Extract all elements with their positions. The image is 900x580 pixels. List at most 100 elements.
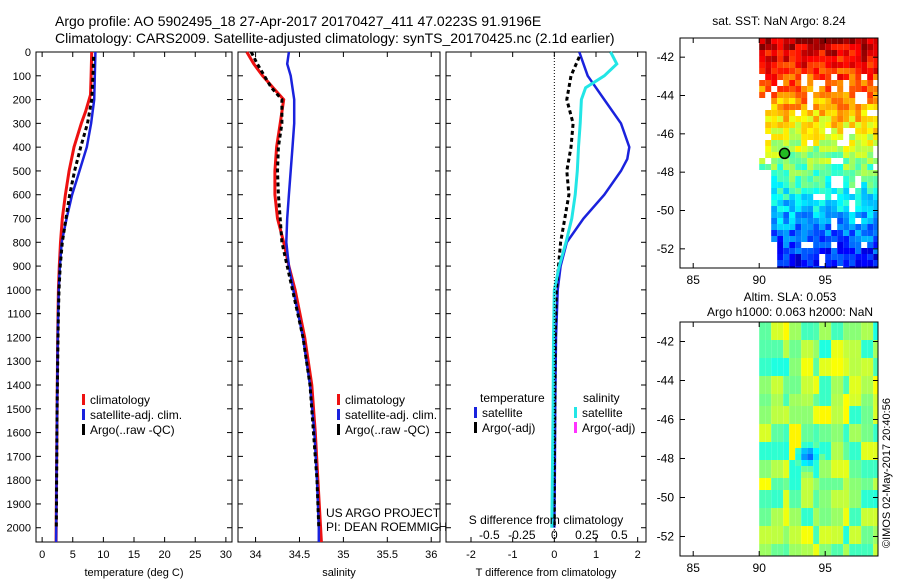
depth-tick-label: 1000: [7, 285, 31, 297]
series-line-argo-raw-qc-: [249, 51, 321, 528]
x-tick-label: -2: [466, 549, 476, 561]
x-tick-label: 36: [425, 549, 437, 561]
lon-tick-label: 90: [753, 273, 767, 287]
annotation-pi: PI: DEAN ROEMMICH: [326, 520, 447, 534]
header-line-1: Argo profile: AO 5902495_18 27-Apr-2017 …: [55, 13, 541, 29]
legend-label: satellite: [482, 406, 523, 420]
x-axis-label: temperature (deg C): [84, 567, 183, 579]
header-line-2: Climatology: CARS2009. Satellite-adjuste…: [55, 30, 615, 46]
map-field: [759, 322, 878, 556]
x-axis-label: T difference from climatology: [476, 567, 617, 579]
series-line-salinity-satellite: [550, 51, 619, 528]
sst-map-panel: -42 -44 -46 -48 -50 -52 85 90 95 sat. SST: NaN Ar…: [657, 14, 879, 287]
legend-label: Argo(..raw -QC): [90, 423, 175, 437]
depth-tick-label: 1900: [7, 499, 31, 511]
sla-title: Altim. SLA: 0.053: [744, 290, 837, 304]
x-tick-label: 20: [159, 549, 171, 561]
legend-label: Argo(-adj): [482, 421, 535, 435]
s-axis-label: S difference from climatology: [469, 513, 624, 527]
x-tick-label: 1: [593, 549, 599, 561]
series-line-argo-raw-qc-: [54, 56, 96, 528]
s-tick-label: 0.5: [611, 528, 628, 542]
depth-tick-label: 400: [13, 142, 31, 154]
depth-tick-label: 1200: [7, 332, 31, 344]
lat-tick-label: -48: [657, 165, 675, 179]
depth-tick-label: 1300: [7, 356, 31, 368]
lat-tick-label: -44: [657, 374, 675, 388]
difference-panel: -2 -1 0 1 2 T difference from climatology S di…: [445, 51, 647, 579]
depth-tick-label: 900: [13, 261, 31, 273]
depth-tick-label: 100: [13, 71, 31, 83]
x-tick-label: 5: [70, 549, 76, 561]
depth-tick-label: 300: [13, 118, 31, 130]
x-tick-label: 35: [337, 549, 349, 561]
depth-tick-label: 1600: [7, 428, 31, 440]
legend-swatch: [82, 409, 85, 420]
series-line-temperature-satellite: [553, 51, 631, 528]
x-tick-label: 30: [220, 549, 232, 561]
s-tick-label: -0.5: [479, 528, 500, 542]
legend-swatch: [574, 407, 577, 418]
depth-tick-label: 800: [13, 237, 31, 249]
x-tick-label: 34.5: [289, 549, 310, 561]
depth-tick-label: 700: [13, 214, 31, 226]
x-tick-label: 34: [249, 549, 261, 561]
legend-label: satellite-adj. clim.: [345, 408, 437, 422]
map-frame: [679, 321, 879, 557]
depth-tick-label: 1700: [7, 451, 31, 463]
lat-tick-label: -44: [657, 89, 675, 103]
plot-frame: [445, 51, 647, 543]
sst-title: sat. SST: NaN Argo: 8.24: [712, 14, 846, 28]
legend-swatch: [337, 394, 340, 405]
map-frame: [679, 37, 879, 269]
legend-swatch: [82, 424, 85, 435]
depth-tick-label: 200: [13, 95, 31, 107]
lon-tick-label: 95: [819, 561, 833, 575]
lat-tick-label: -52: [657, 242, 675, 256]
legend-label: climatology: [345, 393, 405, 407]
lat-tick-label: -42: [657, 50, 675, 64]
lat-tick-label: -50: [657, 491, 675, 505]
depth-tick-label: 500: [13, 166, 31, 178]
legend-label: satellite: [582, 406, 623, 420]
lat-tick-label: -46: [657, 413, 675, 427]
x-axis-label: salinity: [322, 567, 356, 579]
map-field: [759, 38, 878, 268]
legend-swatch: [337, 424, 340, 435]
x-tick-label: 10: [97, 549, 109, 561]
x-tick-label: 2: [635, 549, 641, 561]
series-line-climatology: [245, 51, 323, 543]
lon-tick-label: 85: [687, 561, 701, 575]
depth-tick-label: 1500: [7, 404, 31, 416]
plot-frame: [237, 51, 441, 543]
lon-tick-label: 90: [753, 561, 767, 575]
s-tick-label: 0: [551, 528, 558, 542]
lat-tick-label: -52: [657, 530, 675, 544]
series-line-climatology: [54, 51, 94, 543]
legend-label: satellite-adj. clim.: [90, 408, 182, 422]
series-line-satellite-adj-clim-: [285, 51, 321, 542]
legend-swatch: [474, 407, 477, 418]
legend-header-salinity: salinity: [583, 391, 620, 405]
x-tick-label: 0: [551, 549, 557, 561]
depth-tick-label: 600: [13, 190, 31, 202]
lat-tick-label: -50: [657, 204, 675, 218]
series-line-satellite-adj-clim-: [54, 51, 97, 543]
lat-tick-label: -46: [657, 127, 675, 141]
legend-swatch: [82, 394, 85, 405]
series-line-temperature-argo-adj-: [552, 56, 581, 528]
salinity-panel: 34 34.5 35 35.5 36 salinity climatologysatelli…: [237, 51, 447, 579]
legend-swatch: [474, 422, 477, 433]
legend-label: climatology: [90, 393, 150, 407]
depth-tick-label: 1100: [7, 309, 31, 321]
annotation-project: US ARGO PROJECT: [326, 506, 441, 520]
lon-tick-label: 85: [687, 273, 701, 287]
x-tick-label: 0: [39, 549, 45, 561]
temperature-panel: 0 100 200 300 400 500 600 700 800 900 1000 1100 1200…: [7, 47, 233, 579]
imos-credit: ©IMOS 02-May-2017 20:40:56: [881, 398, 893, 548]
s-tick-label: -0.25: [508, 528, 536, 542]
legend-label: Argo(-adj): [582, 421, 635, 435]
depth-tick-label: 1400: [7, 380, 31, 392]
argo-float-marker: [778, 147, 791, 160]
